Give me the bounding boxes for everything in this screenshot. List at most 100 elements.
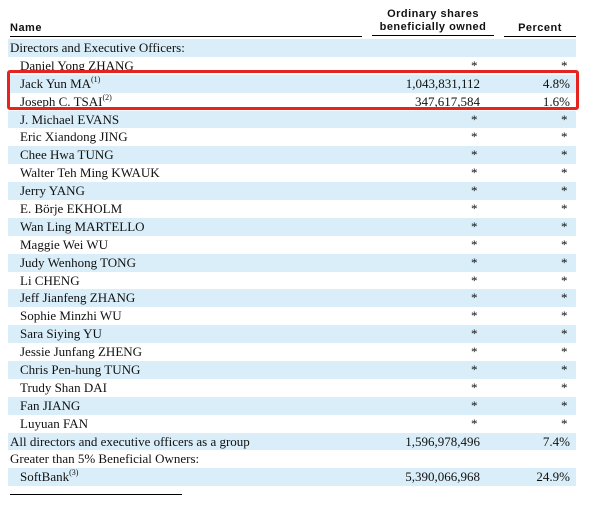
row-percent: * [561, 254, 568, 270]
row-name: J. Michael EVANS [20, 111, 119, 129]
row-percent: 4.8% [542, 75, 570, 91]
header-name: Name [10, 22, 362, 37]
row-name-text: Li CHENG [20, 272, 80, 288]
row-name-text: Greater than 5% Beneficial Owners: [10, 451, 200, 467]
table-row: Chee Hwa TUNG * * [8, 146, 576, 165]
row-name: Li CHENG [20, 272, 80, 290]
row-name-text: Wan Ling MARTELLO [20, 218, 145, 234]
table-row: Sophie Minzhi WU * * [8, 307, 576, 325]
table-row: Wan Ling MARTELLO * * [8, 217, 576, 236]
row-percent: * [561, 218, 568, 234]
row-name: Judy Wenhong TONG [20, 254, 136, 272]
row-percent: 1.6% [542, 93, 570, 109]
table-row: Greater than 5% Beneficial Owners: [8, 450, 576, 468]
table-row: Jerry YANG * * [8, 182, 576, 201]
row-shares: * [471, 183, 478, 199]
header-shares-line1: Ordinary shares [387, 8, 479, 20]
row-name: Jack Yun MA(1) [20, 75, 100, 93]
table-row: SoftBank(3) 5,390,066,968 24.9% [8, 468, 576, 487]
footnote-marker: (3) [69, 468, 79, 478]
row-name-text: Jeff Jianfeng ZHANG [20, 290, 136, 306]
header-shares: Ordinary shares beneficially owned [372, 8, 494, 36]
row-shares: 5,390,066,968 [405, 469, 480, 485]
table-row: Fan JIANG * * [8, 396, 576, 415]
table-row: J. Michael EVANS * * [8, 110, 576, 129]
row-shares: * [471, 236, 478, 252]
row-shares: * [471, 308, 478, 324]
row-percent: * [561, 397, 568, 413]
row-shares: * [471, 147, 478, 163]
row-name-text: Jack Yun MA [20, 75, 92, 91]
row-percent: * [561, 290, 568, 306]
row-percent: * [561, 362, 568, 378]
row-percent: * [561, 236, 568, 252]
table-row: Jeff Jianfeng ZHANG * * [8, 289, 576, 308]
footnote-divider [10, 494, 182, 495]
row-shares: * [471, 344, 478, 360]
row-name: Fan JIANG [20, 397, 80, 415]
row-name-text: All directors and executive officers as … [10, 433, 250, 449]
row-percent: * [561, 57, 568, 73]
row-shares: * [471, 254, 478, 270]
row-percent: * [561, 183, 568, 199]
row-name-text: Sophie Minzhi WU [20, 308, 122, 324]
table-row: Directors and Executive Officers: [8, 39, 576, 57]
table-row: Li CHENG * * [8, 272, 576, 290]
row-name-text: Maggie Wei WU [20, 236, 109, 252]
table-row: Luyuan FAN * * [8, 415, 576, 433]
table-body: Directors and Executive Officers: Daniel … [8, 39, 576, 487]
row-percent: * [561, 272, 568, 288]
row-shares: 1,596,978,496 [405, 433, 480, 449]
row-name-text: J. Michael EVANS [20, 111, 120, 127]
row-name-text: E. Börje EKHOLM [20, 201, 123, 217]
footnote-marker: (2) [102, 92, 112, 102]
table-row: Eric Xiandong JING * * [8, 128, 576, 146]
row-name: Daniel Yong ZHANG [20, 57, 134, 75]
row-percent: * [561, 147, 568, 163]
row-name-text: Judy Wenhong TONG [20, 254, 136, 270]
row-shares: * [471, 111, 478, 127]
table-row: Daniel Yong ZHANG * * [8, 57, 576, 75]
row-percent: * [561, 201, 568, 217]
row-shares: 1,043,831,112 [405, 75, 480, 91]
row-shares: * [471, 397, 478, 413]
row-percent: * [561, 308, 568, 324]
row-shares: * [471, 129, 478, 145]
row-percent: * [561, 129, 568, 145]
row-percent: * [561, 326, 568, 342]
row-name-text: Sara Siying YU [20, 326, 102, 342]
row-name: Wan Ling MARTELLO [20, 218, 145, 236]
row-name: Sara Siying YU [20, 325, 102, 343]
table-row: Chris Pen-hung TUNG * * [8, 361, 576, 379]
table-row: Jessie Junfang ZHENG * * [8, 343, 576, 361]
row-shares: * [471, 272, 478, 288]
row-name-text: Fan JIANG [20, 397, 81, 413]
table-row: E. Börje EKHOLM * * [8, 200, 576, 218]
row-name: E. Börje EKHOLM [20, 200, 122, 218]
row-name-text: Walter Teh Ming KWAUK [20, 165, 160, 181]
row-name: All directors and executive officers as … [10, 433, 250, 451]
row-name-text: Chee Hwa TUNG [20, 147, 114, 163]
row-name-text: Daniel Yong ZHANG [20, 57, 134, 73]
row-name: Sophie Minzhi WU [20, 307, 122, 325]
row-percent: 7.4% [542, 433, 570, 449]
table-row: Sara Siying YU * * [8, 325, 576, 344]
row-name: SoftBank(3) [20, 468, 78, 486]
row-shares: * [471, 415, 478, 431]
row-shares: * [471, 218, 478, 234]
row-shares: * [471, 290, 478, 306]
row-name: Greater than 5% Beneficial Owners: [10, 450, 199, 468]
row-name: Eric Xiandong JING [20, 128, 128, 146]
header-percent: Percent [504, 22, 576, 37]
row-name-text: Joseph C. TSAI [20, 93, 103, 109]
row-name-text: Eric Xiandong JING [20, 129, 128, 145]
row-name: Walter Teh Ming KWAUK [20, 164, 160, 182]
row-shares: * [471, 165, 478, 181]
row-name-text: SoftBank [20, 469, 70, 485]
row-name: Directors and Executive Officers: [10, 39, 185, 57]
header-shares-line2: beneficially owned [379, 21, 487, 33]
table-row: All directors and executive officers as … [8, 432, 576, 451]
row-name: Joseph C. TSAI(2) [20, 93, 112, 111]
row-name: Chris Pen-hung TUNG [20, 361, 140, 379]
